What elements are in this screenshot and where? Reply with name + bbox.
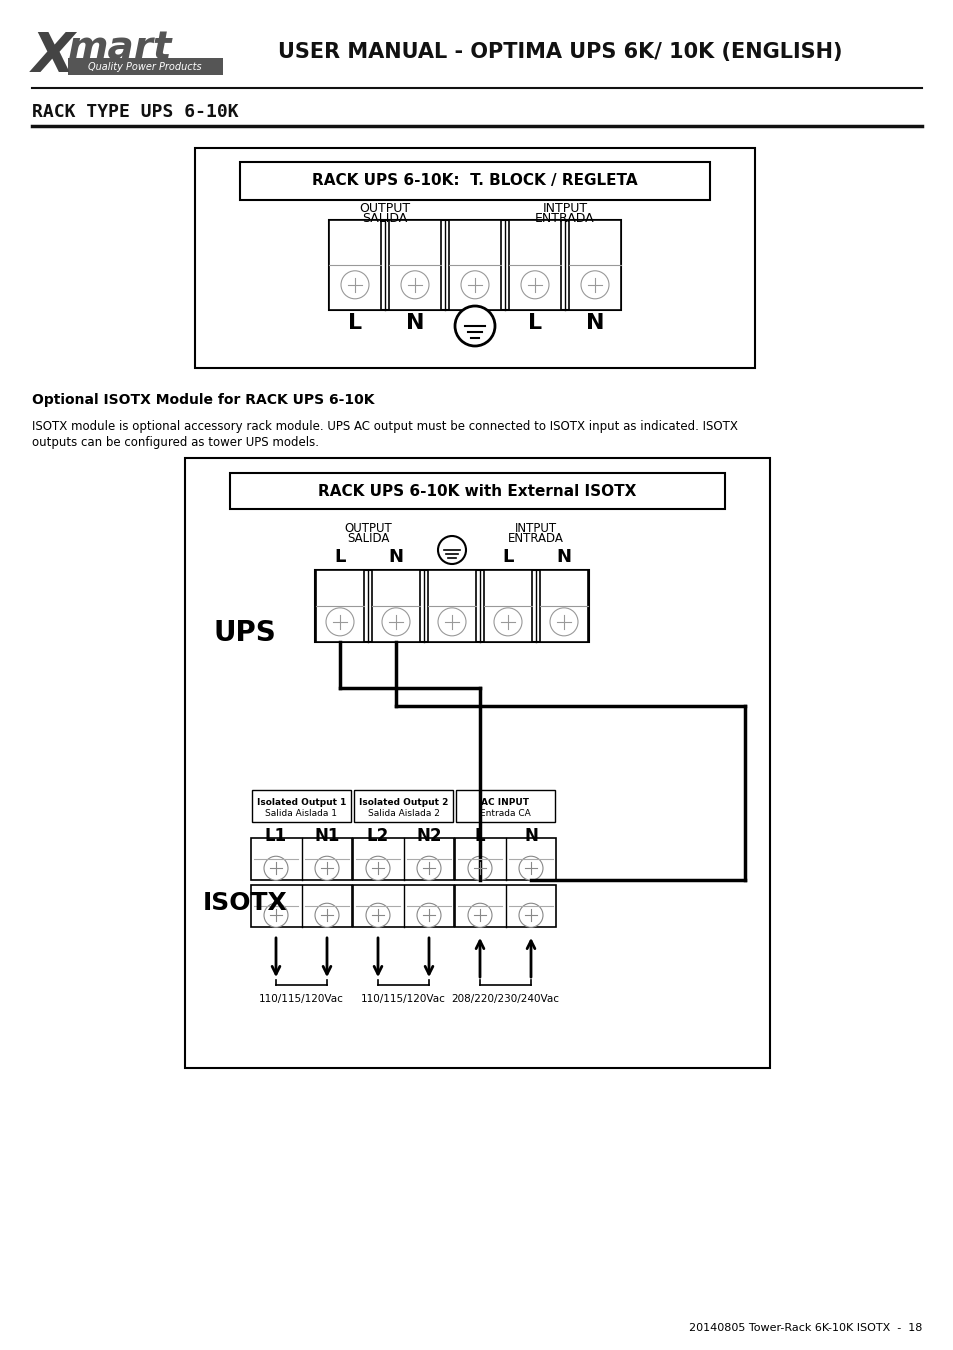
Text: Entrada CA: Entrada CA	[479, 809, 530, 818]
Circle shape	[550, 608, 578, 636]
Text: Isolated Output 2: Isolated Output 2	[358, 798, 448, 807]
Text: OUTPUT: OUTPUT	[344, 521, 392, 535]
Text: Salida Aislada 2: Salida Aislada 2	[367, 809, 439, 818]
Bar	[353, 886, 454, 927]
Circle shape	[366, 903, 390, 927]
Bar	[251, 838, 352, 880]
Circle shape	[437, 536, 465, 564]
Bar	[353, 838, 454, 880]
Bar	[449, 220, 500, 310]
Bar	[568, 220, 620, 310]
Bar	[185, 458, 769, 1068]
Circle shape	[416, 856, 440, 880]
Circle shape	[264, 856, 288, 880]
Circle shape	[468, 903, 492, 927]
Circle shape	[400, 271, 429, 298]
Bar	[329, 220, 620, 310]
Circle shape	[326, 608, 354, 636]
Text: RACK TYPE UPS 6-10K: RACK TYPE UPS 6-10K	[32, 103, 238, 122]
Bar	[194, 148, 754, 369]
Circle shape	[366, 856, 390, 880]
Bar	[230, 472, 724, 509]
Text: UPS: UPS	[213, 620, 276, 647]
Text: OUTPUT: OUTPUT	[359, 201, 410, 215]
Bar	[314, 570, 588, 643]
Circle shape	[437, 608, 465, 636]
Circle shape	[580, 271, 608, 298]
Text: 110/115/120Vac: 110/115/120Vac	[259, 994, 344, 1004]
Text: outputs can be configured as tower UPS models.: outputs can be configured as tower UPS m…	[32, 436, 318, 450]
Text: L2: L2	[367, 828, 389, 845]
Bar	[455, 886, 556, 927]
Text: SALIDA: SALIDA	[347, 532, 389, 545]
Text: ISOTX: ISOTX	[202, 891, 287, 915]
Text: N2: N2	[416, 828, 441, 845]
Bar	[68, 58, 223, 76]
Circle shape	[455, 306, 495, 346]
Bar	[389, 220, 440, 310]
Text: mart: mart	[68, 30, 172, 68]
Text: Isolated Output 1: Isolated Output 1	[256, 798, 346, 807]
Text: L: L	[348, 313, 362, 333]
Circle shape	[340, 271, 369, 298]
Bar	[539, 570, 587, 643]
Text: N: N	[585, 313, 603, 333]
Text: RACK UPS 6-10K with External ISOTX: RACK UPS 6-10K with External ISOTX	[318, 483, 636, 498]
Bar	[428, 570, 476, 643]
Text: Optional ISOTX Module for RACK UPS 6-10K: Optional ISOTX Module for RACK UPS 6-10K	[32, 393, 375, 406]
Text: N: N	[523, 828, 537, 845]
Text: RACK UPS 6-10K:  T. BLOCK / REGLETA: RACK UPS 6-10K: T. BLOCK / REGLETA	[312, 174, 638, 189]
Circle shape	[494, 608, 521, 636]
Text: Quality Power Products: Quality Power Products	[88, 62, 202, 72]
Circle shape	[468, 856, 492, 880]
Circle shape	[460, 271, 489, 298]
Circle shape	[518, 856, 542, 880]
Circle shape	[314, 903, 338, 927]
Bar	[251, 886, 352, 927]
Text: X: X	[32, 30, 74, 84]
Bar	[252, 790, 351, 822]
Bar	[315, 570, 364, 643]
Text: AC INPUT: AC INPUT	[481, 798, 529, 807]
Text: L: L	[527, 313, 541, 333]
Bar	[329, 220, 380, 310]
Text: N1: N1	[314, 828, 339, 845]
Text: USER MANUAL - OPTIMA UPS 6K/ 10K (ENGLISH): USER MANUAL - OPTIMA UPS 6K/ 10K (ENGLIS…	[277, 42, 841, 62]
Text: INTPUT: INTPUT	[515, 521, 557, 535]
Bar	[372, 570, 419, 643]
Circle shape	[520, 271, 548, 298]
Text: N: N	[405, 313, 424, 333]
Text: 20140805 Tower-Rack 6K-10K ISOTX  -  18: 20140805 Tower-Rack 6K-10K ISOTX - 18	[688, 1323, 921, 1332]
Circle shape	[381, 608, 410, 636]
Circle shape	[518, 903, 542, 927]
Text: INTPUT: INTPUT	[542, 201, 587, 215]
Circle shape	[314, 856, 338, 880]
Text: ENTRADA: ENTRADA	[535, 212, 594, 225]
Circle shape	[416, 903, 440, 927]
Bar	[455, 838, 556, 880]
Text: 208/220/230/240Vac: 208/220/230/240Vac	[451, 994, 558, 1004]
Bar	[483, 570, 532, 643]
Text: 110/115/120Vac: 110/115/120Vac	[360, 994, 445, 1004]
Text: L: L	[502, 548, 513, 566]
Bar	[509, 220, 560, 310]
Text: ENTRADA: ENTRADA	[508, 532, 563, 545]
Text: Salida Aislada 1: Salida Aislada 1	[265, 809, 337, 818]
Text: L: L	[334, 548, 345, 566]
Circle shape	[264, 903, 288, 927]
Bar	[240, 162, 709, 200]
Text: L1: L1	[265, 828, 287, 845]
Bar	[354, 790, 453, 822]
Text: SALIDA: SALIDA	[362, 212, 407, 225]
Text: L: L	[475, 828, 485, 845]
Text: ISOTX module is optional accessory rack module. UPS AC output must be connected : ISOTX module is optional accessory rack …	[32, 420, 737, 433]
Bar	[456, 790, 555, 822]
Text: N: N	[388, 548, 403, 566]
Text: N: N	[556, 548, 571, 566]
